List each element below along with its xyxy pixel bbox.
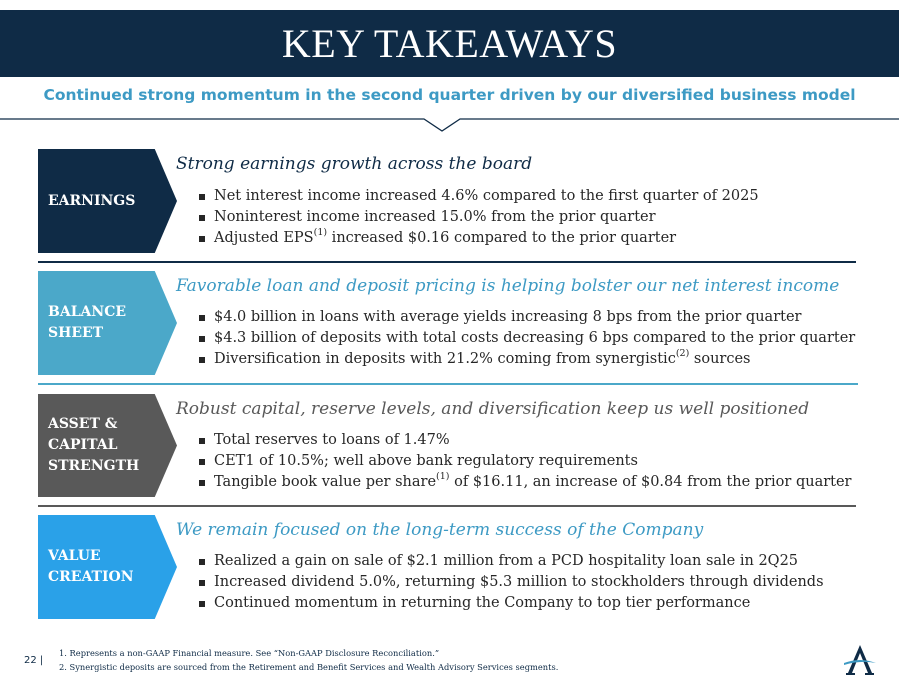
section-label: ASSET & CAPITAL STRENGTH <box>48 416 140 474</box>
section-chevron-value-creation: VALUE CREATION <box>38 515 177 619</box>
bullet-item: $4.3 billion of deposits with total cost… <box>199 328 855 349</box>
title-bar: KEY TAKEAWAYS <box>0 10 899 77</box>
bullet-item: $4.0 billion in loans with average yield… <box>199 307 855 328</box>
bullet-list: Realized a gain on sale of $2.1 million … <box>199 551 824 614</box>
section-heading: Favorable loan and deposit pricing is he… <box>176 276 840 296</box>
bullet-item: Noninterest income increased 15.0% from … <box>199 207 759 228</box>
section-label: EARNINGS <box>48 192 136 209</box>
section-heading: Robust capital, reserve levels, and dive… <box>176 399 810 419</box>
footnotes: 1. Represents a non-GAAP Financial measu… <box>59 646 558 674</box>
bullet-item: Adjusted EPS(1) increased $0.16 compared… <box>199 228 759 249</box>
section-chevron-balance-sheet: BALANCE SHEET <box>38 271 177 375</box>
section-chevron-earnings: EARNINGS <box>38 149 177 253</box>
bullet-item: Net interest income increased 4.6% compa… <box>199 186 759 207</box>
footnote-2: 2. Synergistic deposits are sourced from… <box>59 662 559 672</box>
section-label: VALUE CREATION <box>48 548 134 585</box>
bullet-list: Total reserves to loans of 1.47% CET1 of… <box>199 430 852 493</box>
company-a-logo-icon <box>844 645 876 675</box>
section-chevron-asset-capital: ASSET & CAPITAL STRENGTH <box>38 394 177 497</box>
bullet-item: CET1 of 10.5%; well above bank regulator… <box>199 451 852 472</box>
page-subtitle: Continued strong momentum in the second … <box>43 86 856 104</box>
bullet-item: Total reserves to loans of 1.47% <box>199 430 852 451</box>
bullet-list: $4.0 billion in loans with average yield… <box>199 307 855 370</box>
section-divider <box>38 261 856 263</box>
bullet-item: Increased dividend 5.0%, returning $5.3 … <box>199 572 824 593</box>
bullet-item: Diversification in deposits with 21.2% c… <box>199 349 855 370</box>
subtitle-divider <box>0 118 899 132</box>
page-number: 22 | <box>24 655 44 666</box>
section-divider <box>38 505 856 507</box>
page-title: KEY TAKEAWAYS <box>281 21 618 66</box>
bullet-item: Realized a gain on sale of $2.1 million … <box>199 551 824 572</box>
section-label: BALANCE SHEET <box>48 304 127 341</box>
bullet-item: Tangible book value per share(1) of $16.… <box>199 472 852 493</box>
bullet-list: Net interest income increased 4.6% compa… <box>199 186 759 249</box>
section-divider <box>38 383 858 385</box>
section-heading: We remain focused on the long-term succe… <box>176 520 704 540</box>
section-heading: Strong earnings growth across the board <box>176 154 533 174</box>
footnote-1: 1. Represents a non-GAAP Financial measu… <box>59 648 440 658</box>
bullet-item: Continued momentum in returning the Comp… <box>199 593 824 614</box>
